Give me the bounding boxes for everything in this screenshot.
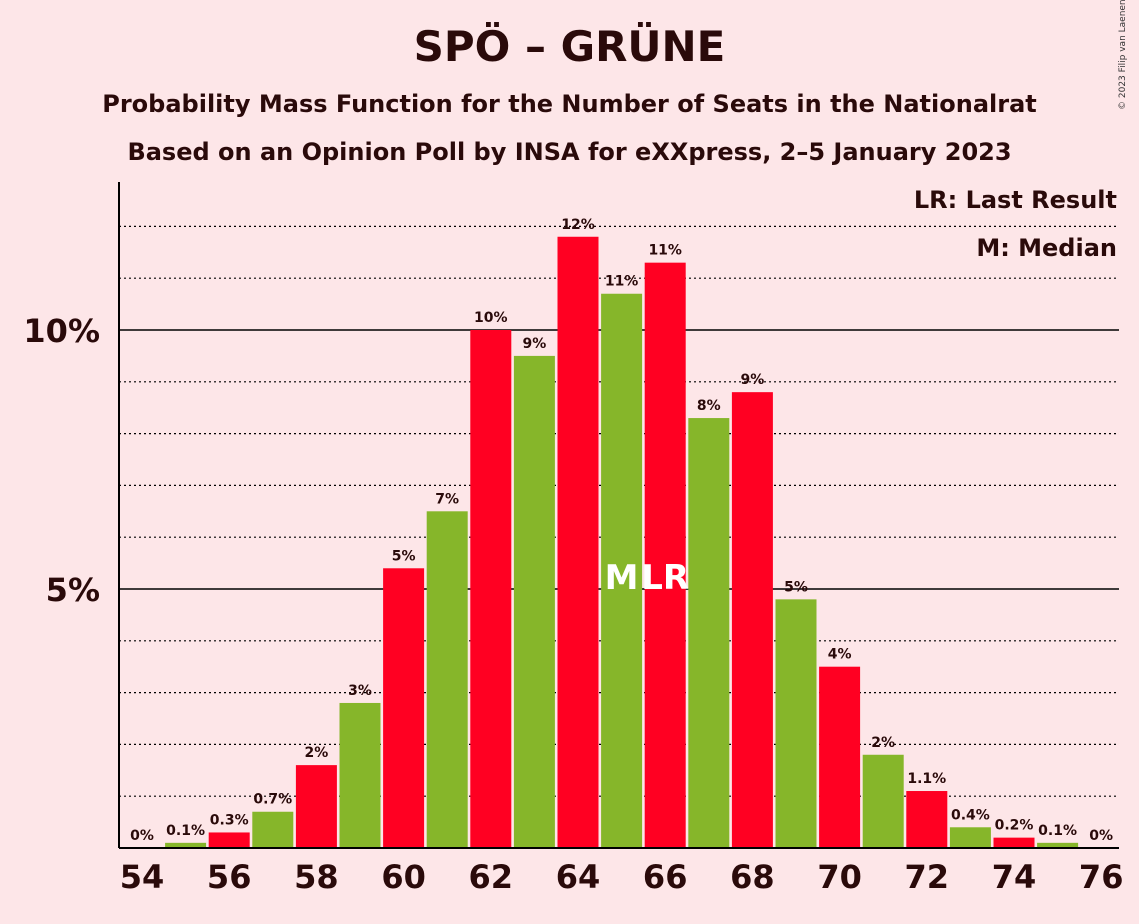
bar-seat-61 bbox=[426, 511, 468, 848]
data-label-seat-67: 8% bbox=[697, 398, 721, 414]
data-label-seat-62: 10% bbox=[474, 310, 508, 326]
data-label-seat-65: 11% bbox=[605, 274, 639, 290]
bar-seat-58 bbox=[295, 765, 337, 848]
data-label-seat-69: 5% bbox=[784, 579, 808, 595]
x-tick-label-74: 74 bbox=[992, 858, 1037, 896]
x-tick-label-56: 56 bbox=[207, 858, 252, 896]
data-label-seat-56: 0.3% bbox=[210, 812, 249, 828]
data-label-seat-73: 0.4% bbox=[951, 807, 990, 823]
data-label-seat-72: 1.1% bbox=[907, 771, 946, 787]
data-label-seat-60: 5% bbox=[392, 548, 416, 564]
bar-seat-66 bbox=[644, 262, 686, 848]
x-tick-label-70: 70 bbox=[817, 858, 862, 896]
bar-seat-62 bbox=[470, 330, 512, 848]
bar-seat-67 bbox=[688, 418, 730, 848]
data-label-seat-76: 0% bbox=[1089, 828, 1113, 844]
bar-seat-70 bbox=[819, 666, 861, 848]
bar-seat-60 bbox=[383, 568, 425, 848]
x-tick-label-76: 76 bbox=[1079, 858, 1124, 896]
x-tick-label-72: 72 bbox=[905, 858, 950, 896]
x-tick-label-58: 58 bbox=[294, 858, 339, 896]
median-marker: M bbox=[605, 558, 639, 598]
data-label-seat-70: 4% bbox=[828, 647, 852, 663]
bar-seat-72 bbox=[906, 791, 948, 848]
y-tick-label-10: 10% bbox=[23, 312, 100, 350]
bar-seat-68 bbox=[731, 392, 773, 848]
x-tick-label-62: 62 bbox=[469, 858, 514, 896]
legend-median: M: Median bbox=[976, 234, 1117, 262]
chart-subtitle: Probability Mass Function for the Number… bbox=[102, 90, 1037, 118]
bar-seat-74 bbox=[993, 837, 1035, 848]
data-label-seat-54: 0% bbox=[130, 828, 154, 844]
y-tick-label-5: 5% bbox=[46, 571, 100, 609]
data-label-seat-59: 3% bbox=[348, 683, 372, 699]
data-label-seat-55: 0.1% bbox=[166, 823, 205, 839]
data-label-seat-57: 0.7% bbox=[253, 792, 292, 808]
legend-last-result: LR: Last Result bbox=[913, 186, 1117, 214]
x-tick-label-68: 68 bbox=[730, 858, 775, 896]
bar-seat-69 bbox=[775, 599, 817, 848]
bar-seat-55 bbox=[165, 842, 207, 848]
data-label-seat-58: 2% bbox=[305, 745, 329, 761]
x-tick-label-54: 54 bbox=[120, 858, 165, 896]
data-label-seat-61: 7% bbox=[435, 491, 459, 507]
data-label-seat-74: 0.2% bbox=[995, 818, 1034, 834]
data-label-seat-64: 12% bbox=[561, 217, 595, 233]
data-label-seat-71: 2% bbox=[871, 735, 895, 751]
chart-subtitle-source: Based on an Opinion Poll by INSA for eXX… bbox=[127, 138, 1012, 166]
bar-seat-64 bbox=[557, 236, 599, 848]
chart-title: SPÖ – GRÜNE bbox=[413, 22, 726, 71]
bar-seat-73 bbox=[949, 827, 991, 848]
x-tick-label-66: 66 bbox=[643, 858, 688, 896]
x-tick-label-64: 64 bbox=[556, 858, 601, 896]
bar-seat-63 bbox=[513, 355, 555, 848]
data-label-seat-68: 9% bbox=[741, 372, 765, 388]
bar-seat-75 bbox=[1037, 842, 1079, 848]
data-label-seat-66: 11% bbox=[648, 243, 682, 259]
bar-seat-59 bbox=[339, 702, 381, 848]
x-tick-label-60: 60 bbox=[381, 858, 426, 896]
bar-seat-71 bbox=[862, 754, 904, 848]
bar-seat-65 bbox=[601, 293, 643, 848]
data-label-seat-75: 0.1% bbox=[1038, 823, 1077, 839]
bar-seat-56 bbox=[208, 832, 250, 848]
last-result-marker: LR bbox=[641, 558, 689, 598]
data-label-seat-63: 9% bbox=[523, 336, 547, 352]
bar-seat-57 bbox=[252, 811, 294, 848]
